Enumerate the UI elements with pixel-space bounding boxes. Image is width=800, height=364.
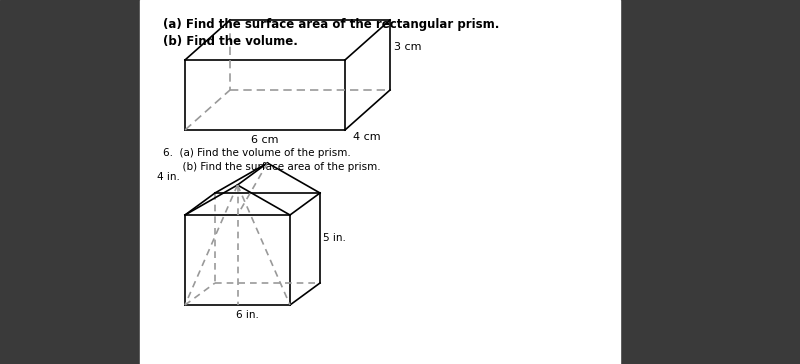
Text: 3 cm: 3 cm bbox=[394, 42, 422, 52]
Text: (b) Find the volume.: (b) Find the volume. bbox=[163, 35, 298, 48]
Text: 4 in.: 4 in. bbox=[157, 172, 180, 182]
Text: 6 in.: 6 in. bbox=[236, 310, 259, 320]
Bar bbox=[140, 0, 620, 364]
Bar bbox=[0, 0, 140, 364]
Text: (b) Find the surface area of the prism.: (b) Find the surface area of the prism. bbox=[163, 162, 381, 172]
Text: 6 cm: 6 cm bbox=[251, 135, 278, 145]
Text: 5 in.: 5 in. bbox=[323, 233, 346, 243]
Text: 4 cm: 4 cm bbox=[353, 132, 381, 142]
Text: 6.  (a) Find the volume of the prism.: 6. (a) Find the volume of the prism. bbox=[163, 148, 350, 158]
Text: (a) Find the surface area of the rectangular prism.: (a) Find the surface area of the rectang… bbox=[163, 18, 499, 31]
Bar bbox=[620, 0, 800, 364]
